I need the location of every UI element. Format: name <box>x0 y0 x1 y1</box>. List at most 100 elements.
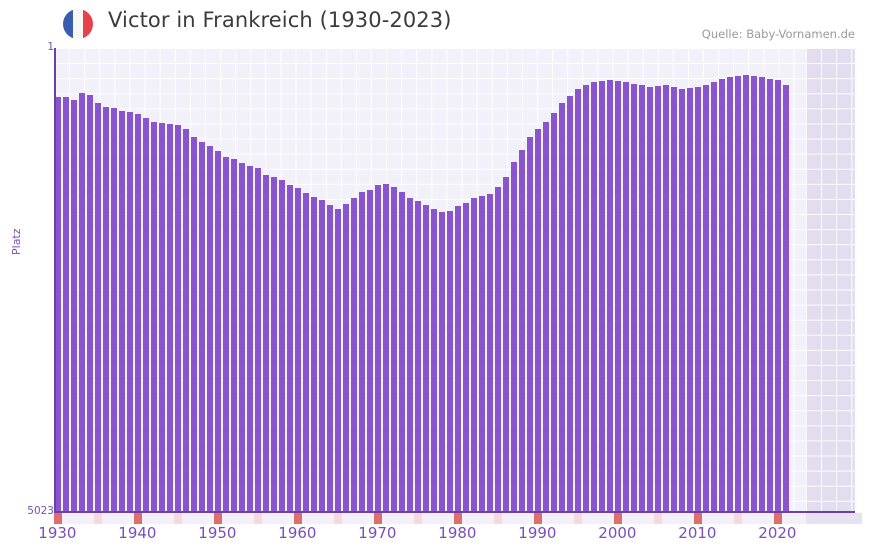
x-tick-minor <box>406 513 414 524</box>
y-axis-top-label: 1 <box>47 41 54 53</box>
bar <box>286 184 294 512</box>
x-tick-minor <box>238 513 246 524</box>
x-tick-minor <box>414 513 422 524</box>
x-tick-minor <box>758 513 766 524</box>
x-tick-minor <box>94 513 102 524</box>
x-tick-minor <box>182 513 190 524</box>
future-region <box>806 48 855 512</box>
x-tick-minor <box>726 513 734 524</box>
x-axis-tick-label: 1970 <box>358 524 397 542</box>
bar <box>390 187 398 512</box>
bar <box>766 79 774 512</box>
x-tick-minor <box>230 513 238 524</box>
bar <box>550 112 558 512</box>
x-tick-minor <box>622 513 630 524</box>
x-tick-minor <box>822 513 830 524</box>
bar <box>54 96 62 512</box>
x-tick-minor <box>350 513 358 524</box>
x-tick-minor <box>462 513 470 524</box>
y-axis-line <box>54 48 56 512</box>
x-tick-minor <box>382 513 390 524</box>
bar <box>686 87 694 512</box>
source-attribution: Quelle: Baby-Vornamen.de <box>701 27 855 41</box>
bar <box>262 175 270 512</box>
x-tick-major <box>614 513 622 524</box>
y-axis-title: Platz <box>10 228 23 255</box>
x-tick-minor <box>798 513 806 524</box>
bar <box>526 136 534 512</box>
bar <box>190 136 198 512</box>
x-tick-minor <box>582 513 590 524</box>
x-tick-minor <box>78 513 86 524</box>
x-tick-minor <box>430 513 438 524</box>
x-axis-tick-label: 1980 <box>438 524 477 542</box>
bar <box>110 107 118 512</box>
x-tick-minor <box>710 513 718 524</box>
x-tick-major <box>214 513 222 524</box>
bar <box>62 96 70 512</box>
bar <box>558 103 566 512</box>
x-tick-minor <box>502 513 510 524</box>
bar <box>102 107 110 512</box>
x-tick-major <box>774 513 782 524</box>
bar <box>318 200 326 512</box>
x-tick-minor <box>446 513 454 524</box>
x-tick-minor <box>806 513 814 524</box>
x-tick-minor <box>334 513 342 524</box>
bar <box>694 86 702 512</box>
x-tick-minor <box>270 513 278 524</box>
bar <box>174 124 182 512</box>
bar <box>302 192 310 512</box>
x-tick-minor <box>654 513 662 524</box>
x-tick-minor <box>174 513 182 524</box>
x-tick-minor <box>326 513 334 524</box>
bar <box>542 121 550 512</box>
bar <box>374 184 382 512</box>
x-tick-minor <box>366 513 374 524</box>
x-tick-major <box>54 513 62 524</box>
x-tick-minor <box>222 513 230 524</box>
france-flag-icon <box>63 9 93 39</box>
x-tick-minor <box>558 513 566 524</box>
bar <box>94 103 102 512</box>
bar <box>646 86 654 512</box>
x-tick-minor <box>766 513 774 524</box>
bar <box>782 84 790 512</box>
bar <box>422 204 430 512</box>
bar <box>382 183 390 512</box>
bar <box>702 84 710 512</box>
bar <box>750 75 758 512</box>
x-tick-minor <box>742 513 750 524</box>
bar <box>678 88 686 512</box>
bar <box>518 149 526 512</box>
y-axis-bottom-label: 5023 <box>27 505 54 517</box>
bar <box>214 151 222 512</box>
bar <box>462 203 470 512</box>
bar <box>622 82 630 512</box>
x-tick-minor <box>206 513 214 524</box>
bar <box>166 123 174 512</box>
x-tick-major <box>374 513 382 524</box>
x-tick-minor <box>62 513 70 524</box>
x-tick-minor <box>718 513 726 524</box>
x-tick-major <box>694 513 702 524</box>
x-tick-minor <box>750 513 758 524</box>
bar <box>158 122 166 512</box>
x-tick-minor <box>262 513 270 524</box>
x-tick-minor <box>166 513 174 524</box>
bar <box>126 111 134 512</box>
bar <box>454 205 462 512</box>
bar <box>582 84 590 512</box>
x-tick-minor <box>598 513 606 524</box>
x-axis-tick-label: 2020 <box>758 524 797 542</box>
x-tick-minor <box>438 513 446 524</box>
bar <box>574 89 582 512</box>
x-tick-major <box>854 513 862 524</box>
x-tick-minor <box>734 513 742 524</box>
x-axis-tick-label: 1930 <box>38 524 77 542</box>
x-tick-minor <box>606 513 614 524</box>
bar <box>758 77 766 512</box>
bar <box>78 93 86 512</box>
bar <box>206 145 214 512</box>
bar <box>478 195 486 512</box>
